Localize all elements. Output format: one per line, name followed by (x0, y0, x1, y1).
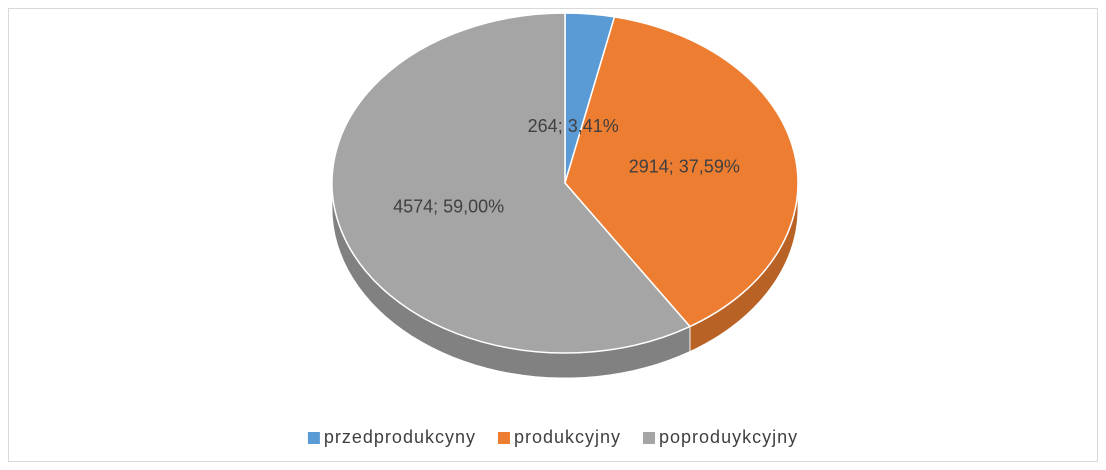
legend-swatch (307, 432, 320, 444)
data-label: 4574; 59,00% (393, 196, 504, 216)
data-label: 264; 3,41% (528, 116, 619, 136)
legend: przedprodukcyny produkcyjny poproduykcyjny (307, 427, 798, 447)
legend-label: produkcyjny (514, 427, 621, 447)
legend-swatch (497, 432, 510, 444)
legend-label: przedprodukcyny (324, 427, 476, 447)
data-label: 2914; 37,59% (629, 156, 740, 176)
legend-swatch (643, 432, 656, 444)
slice (331, 12, 692, 354)
legend-label: poproduykcyjny (659, 427, 798, 447)
